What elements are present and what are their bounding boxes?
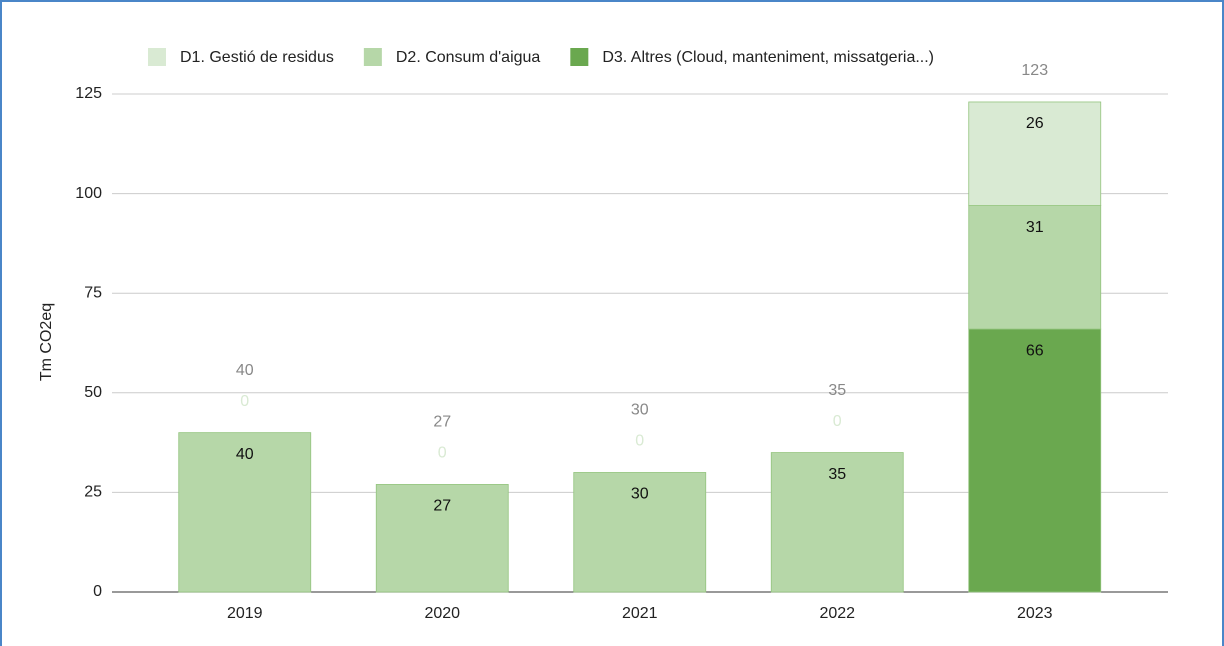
y-tick-label: 25: [84, 484, 102, 501]
data-label: 0: [635, 433, 644, 450]
y-tick-label: 75: [84, 284, 102, 301]
bar-segment: [968, 101, 1102, 206]
x-tick-label: 2022: [819, 605, 855, 622]
y-tick-label: 125: [75, 85, 102, 102]
total-label: 35: [828, 382, 846, 399]
total-label: 123: [1021, 62, 1048, 79]
x-tick-label: 2020: [424, 605, 460, 622]
y-tick-label: 0: [93, 583, 102, 600]
data-label: 35: [828, 466, 846, 483]
legend-label: D1. Gestió de residus: [180, 49, 334, 66]
bar-segment: [573, 472, 707, 593]
legend-swatch: [363, 48, 382, 66]
data-label: 0: [240, 393, 249, 410]
data-label: 40: [236, 446, 254, 463]
x-tick-label: 2019: [227, 605, 263, 622]
legend-swatch: [570, 48, 589, 66]
bar-segment: [770, 452, 904, 593]
y-axis-label: Tm CO2eq: [38, 303, 55, 381]
bar-segment: [968, 205, 1102, 330]
total-label: 27: [433, 414, 451, 431]
legend-label: D3. Altres (Cloud, manteniment, missatge…: [602, 49, 934, 66]
bar-segment: [178, 432, 312, 593]
bar-segment: [968, 328, 1102, 593]
x-tick-label: 2021: [622, 605, 658, 622]
data-label: 30: [631, 486, 649, 503]
data-label: 27: [433, 498, 451, 515]
data-label: 31: [1026, 219, 1044, 236]
legend-swatch: [148, 48, 166, 66]
data-label: 66: [1026, 342, 1044, 359]
total-label: 30: [631, 402, 649, 419]
bar-segment: [375, 484, 509, 593]
data-label: 0: [833, 413, 842, 430]
data-label: 26: [1026, 115, 1044, 132]
total-label: 40: [236, 362, 254, 379]
x-tick-label: 2023: [1017, 605, 1053, 622]
legend-label: D2. Consum d'aigua: [396, 49, 541, 66]
y-tick-label: 100: [75, 185, 102, 202]
y-tick-label: 50: [84, 384, 102, 401]
data-label: 0: [438, 445, 447, 462]
